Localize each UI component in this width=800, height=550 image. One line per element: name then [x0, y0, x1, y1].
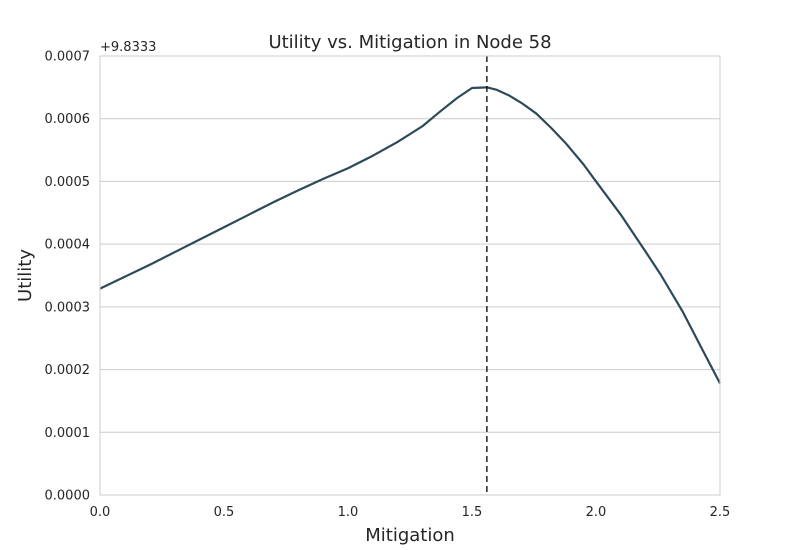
y-tick-label: 0.0006 [45, 112, 91, 127]
x-tick-label: 2.5 [710, 505, 731, 520]
gridlines [100, 55, 720, 496]
chart-title: Utility vs. Mitigation in Node 58 [268, 32, 551, 53]
y-offset-label: +9.8333 [100, 40, 156, 55]
series-line [99, 86, 721, 384]
y-tick-label: 0.0007 [45, 50, 91, 65]
x-tick-label: 0.5 [214, 505, 235, 520]
y-tick-label: 0.0004 [45, 238, 91, 253]
plot-area-frame [99, 55, 721, 496]
x-axis-label: Mitigation [365, 525, 455, 546]
y-ticks: 0.0000 0.0001 0.0002 0.0003 0.0004 0.0005 0.00… [45, 50, 91, 504]
series-group [99, 86, 721, 384]
y-tick-label: 0.0001 [45, 426, 91, 441]
x-tick-label: 0.0 [90, 505, 111, 520]
y-axis-label: Utility [15, 249, 36, 302]
y-tick-label: 0.0002 [45, 363, 91, 378]
y-tick-label: 0.0003 [45, 300, 91, 315]
x-tick-label: 1.5 [462, 505, 483, 520]
y-tick-label: 0.0005 [45, 175, 91, 190]
x-tick-label: 1.0 [338, 505, 359, 520]
y-tick-label: 0.0000 [45, 489, 91, 504]
x-ticks: 0.0 0.5 1.0 1.5 2.0 2.5 [90, 505, 731, 520]
x-tick-label: 2.0 [586, 505, 607, 520]
